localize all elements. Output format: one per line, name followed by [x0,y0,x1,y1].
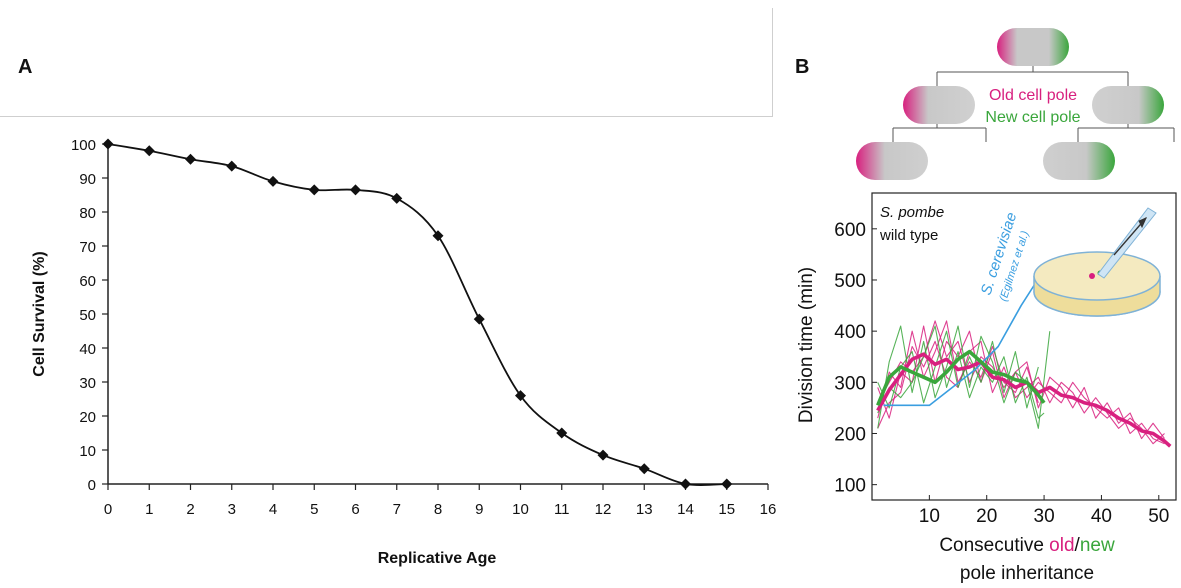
division-x-tick-label-0: 10 [919,506,940,527]
division-y-tick-label-0: 100 [834,476,866,497]
survival-point-3 [226,160,238,172]
survival-y-tick-label-3: 30 [79,375,96,392]
survival-x-tick-label-16: 16 [760,501,777,518]
survival-x-tick-label-6: 6 [351,501,359,518]
division-y-ticks: 100 200 300 400 500 600 [834,220,877,497]
division-y-tick-label-4: 500 [834,271,866,292]
division-new-trace-line-1 [877,325,1051,429]
survival-point-11 [556,427,568,439]
survival-x-ticks: 0 1 2 3 4 5 6 7 8 9 10 11 12 13 14 15 16 [104,484,777,518]
survival-x-tick-label-3: 3 [228,501,236,518]
survival-x-tick-label-1: 1 [145,501,153,518]
division-series [876,269,1172,448]
survival-x-tick-label-8: 8 [434,501,442,518]
survival-x-tick-label-4: 4 [269,501,277,518]
division-y-tick-label-3: 400 [834,322,866,343]
new-pole-label: New cell pole [985,109,1080,126]
survival-x-tick-label-9: 9 [475,501,483,518]
division-x-axis-label: Consecutive old/new [939,535,1115,556]
x-label-slash: / [1075,535,1081,556]
survival-y-tick-label-9: 90 [79,171,96,188]
survival-y-tick-label-4: 40 [79,341,96,358]
survival-point-2 [185,153,196,165]
survival-x-tick-label-10: 10 [512,501,529,518]
survival-point-0 [102,138,114,150]
species-label: S. pombe [880,204,944,221]
survival-y-axis-label: Cell Survival (%) [31,251,48,376]
survival-point-10 [515,390,526,402]
x-label-consecutive: Consecutive [939,535,1049,556]
division-x-ticks: 10 20 30 40 50 [919,495,1169,527]
survival-point-9 [473,313,485,325]
division-new-trace-line-2 [877,330,1039,409]
survival-point-14 [680,478,691,490]
survival-x-tick-label-11: 11 [554,501,570,518]
survival-point-7 [391,192,403,204]
division-x-axis-label-line2: pole inheritance [960,563,1094,584]
survival-x-axis-label: Replicative Age [378,550,497,567]
division-new-mean-line-1 [876,349,1046,407]
survival-x-tick-label-14: 14 [677,501,694,518]
survival-x-tick-label-12: 12 [595,501,612,518]
survival-x-tick-label-2: 2 [186,501,194,518]
survival-point-5 [308,184,320,196]
x-label-old: old [1049,535,1074,556]
division-y-tick-label-1: 200 [834,424,866,445]
division-y-axis-label: Division time (min) [796,267,817,423]
survival-y-tick-label-8: 80 [79,205,96,222]
survival-point-13 [638,463,650,475]
survival-point-6 [350,184,361,196]
new-pole-granddaughter-cell [1043,142,1115,180]
panel-b-label: B [795,56,810,78]
survival-line [107,143,727,487]
panel-a-label: A [18,56,33,78]
survival-y-tick-label-1: 10 [79,443,96,460]
division-new-trace-line-3 [877,325,1045,419]
division-y-tick-label-2: 300 [834,373,866,394]
survival-y-tick-label-0: 0 [88,477,96,494]
survival-x-tick-label-0: 0 [104,501,112,518]
old-pole-granddaughter-cell [856,142,928,180]
panel-a-frame-right [772,8,773,116]
survival-y-ticks: 0 10 20 30 40 50 60 70 80 90 100 [71,137,108,494]
survival-y-tick-label-7: 70 [79,239,96,256]
survival-x-tick-label-13: 13 [636,501,653,518]
division-cerevisiae-line-1 [883,269,1045,407]
survival-x-tick-label-15: 15 [718,501,735,518]
survival-y-tick-label-6: 60 [79,273,96,290]
x-label-new: new [1080,535,1115,556]
mother-cell [997,28,1069,66]
survival-y-tick-label-5: 50 [79,307,96,324]
new-pole-daughter-cell [1092,86,1164,124]
petri-dish-illustration [1033,207,1161,317]
old-pole-label: Old cell pole [989,87,1077,104]
division-x-tick-label-2: 30 [1034,506,1055,527]
survival-point-1 [143,145,155,157]
division-x-tick-label-1: 20 [976,506,997,527]
division-old-trace-line-2 [877,340,1165,445]
division-plot-frame [871,192,1177,501]
strain-label: wild type [879,227,938,244]
survival-point-15 [721,478,733,490]
survival-point-8 [432,230,444,242]
survival-series [102,138,733,490]
division-y-tick-label-5: 600 [834,220,866,241]
survival-x-tick-label-5: 5 [310,501,318,518]
survival-point-4 [267,175,279,187]
division-x-tick-label-3: 40 [1091,506,1112,527]
survival-y-tick-label-10: 100 [71,137,96,154]
division-old-trace-line-1 [877,325,1165,440]
survival-x-tick-label-7: 7 [393,501,401,518]
panel-a-frame-bottom [0,116,773,117]
old-pole-daughter-cell [903,86,975,124]
survival-point-12 [597,449,609,461]
pole-diagram: Old cell pole New cell pole [856,28,1175,180]
lineage-tree-lines [892,66,1175,142]
division-x-tick-label-4: 50 [1148,506,1169,527]
survival-y-tick-label-2: 20 [79,409,96,426]
